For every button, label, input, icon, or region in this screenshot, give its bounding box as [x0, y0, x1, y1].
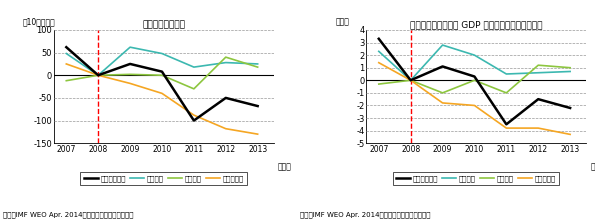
Title: 中東・北アフリカ: 中東・北アフリカ	[142, 20, 185, 29]
Legend: 民間資本全体, 直接投資, 証券投資, その他投資: 民間資本全体, 直接投資, 証券投資, その他投資	[393, 172, 559, 185]
Title: 民間資本フロー：対 GDP 比（中東・北アフリカ）: 民間資本フロー：対 GDP 比（中東・北アフリカ）	[410, 20, 542, 29]
Text: （％）: （％）	[335, 18, 349, 27]
Text: 資料：IMF WEO Apr. 2014　データベースから作成。: 資料：IMF WEO Apr. 2014 データベースから作成。	[3, 211, 133, 218]
Text: 資料：IMF WEO Apr. 2014　データベースから作成。: 資料：IMF WEO Apr. 2014 データベースから作成。	[300, 211, 431, 218]
Legend: 民間資本全体, 直接投資, 証券投資, その他投資: 民間資本全体, 直接投資, 証券投資, その他投資	[80, 172, 247, 185]
Text: （年）: （年）	[278, 162, 292, 171]
Text: （年）: （年）	[590, 162, 595, 171]
Text: （10億ドル）: （10億ドル）	[23, 18, 55, 27]
